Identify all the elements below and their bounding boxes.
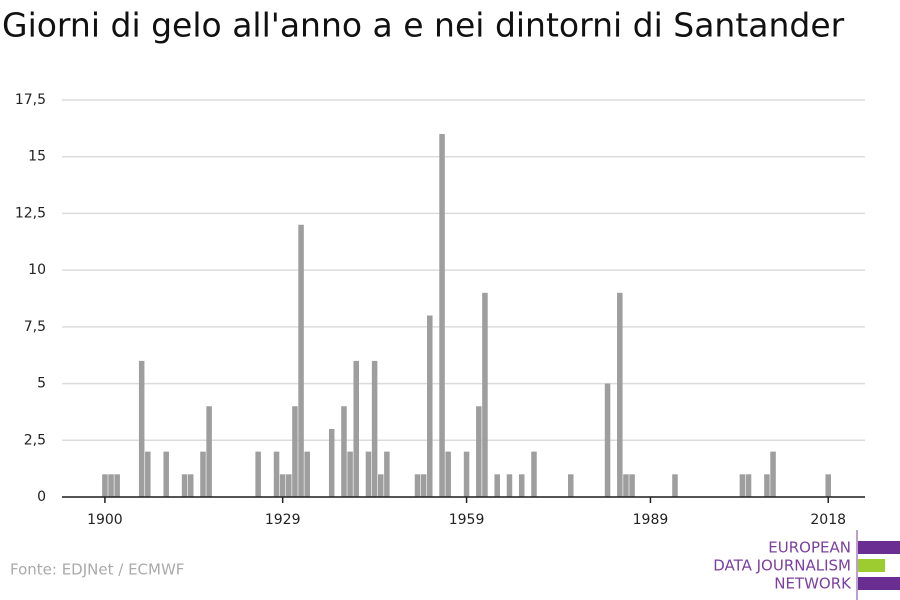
y-tick-label: 15 [28, 149, 46, 165]
x-tick-label: 2018 [810, 512, 846, 528]
y-tick-label: 17,5 [15, 92, 46, 108]
bar [163, 451, 169, 497]
logo-bar [858, 577, 900, 590]
logo-text: DATA JOURNALISM [713, 557, 851, 575]
x-tick-label: 1929 [265, 512, 301, 528]
bar [347, 451, 353, 497]
x-tick-label: 1959 [449, 512, 485, 528]
bar [384, 451, 390, 497]
bar [672, 474, 678, 497]
bar [279, 474, 286, 497]
bar [494, 474, 500, 497]
bar [365, 451, 372, 497]
chart-title: Giorni di gelo all'anno a e nei dintorni… [2, 6, 845, 45]
bar [427, 315, 433, 497]
bar [568, 474, 574, 497]
bar [764, 474, 770, 497]
bar [629, 474, 635, 497]
bar [108, 474, 114, 497]
y-tick-label: 0 [37, 489, 46, 505]
y-tick-label: 10 [28, 262, 46, 278]
logo: EUROPEAN DATA JOURNALISM NETWORK [713, 530, 900, 600]
bar [206, 406, 212, 497]
bar [304, 451, 310, 497]
logo-bar [858, 559, 885, 572]
bar [518, 474, 525, 497]
y-tick-label: 5 [37, 376, 46, 392]
y-tick-label: 12,5 [15, 205, 46, 221]
bar [187, 474, 194, 497]
bar [255, 451, 261, 497]
bar [414, 474, 421, 497]
bar [273, 451, 280, 497]
x-tick-label: 1989 [633, 512, 669, 528]
bar [623, 474, 629, 497]
bar [476, 406, 482, 497]
bar [138, 360, 145, 497]
bar [102, 474, 108, 497]
bar [292, 406, 298, 497]
bar [298, 224, 304, 497]
bar [286, 474, 292, 497]
bar [439, 134, 445, 497]
source: Fonte: EDJNet / ECMWF [10, 561, 184, 579]
logo-text: NETWORK [774, 575, 852, 593]
bar [200, 451, 206, 497]
x-tick-label: 1900 [87, 512, 123, 528]
bar [463, 451, 470, 497]
logo-bar [858, 541, 900, 554]
bar [770, 451, 776, 497]
bar [114, 474, 120, 497]
bar [506, 474, 513, 497]
bar [181, 474, 188, 497]
bar [420, 474, 427, 497]
bar [482, 292, 488, 497]
bar [353, 360, 359, 497]
y-tick-label: 2,5 [24, 432, 46, 448]
bar [377, 474, 384, 497]
bar [617, 292, 623, 497]
bar [445, 451, 451, 497]
bar [328, 428, 335, 497]
logo-text: EUROPEAN [768, 539, 851, 557]
bar [531, 451, 537, 497]
bar [604, 383, 611, 497]
bar [145, 451, 151, 497]
bar [371, 360, 378, 497]
bar [739, 474, 746, 497]
bar [825, 474, 831, 497]
bar [341, 406, 347, 497]
bar [745, 474, 752, 497]
y-tick-label: 7,5 [24, 319, 46, 335]
